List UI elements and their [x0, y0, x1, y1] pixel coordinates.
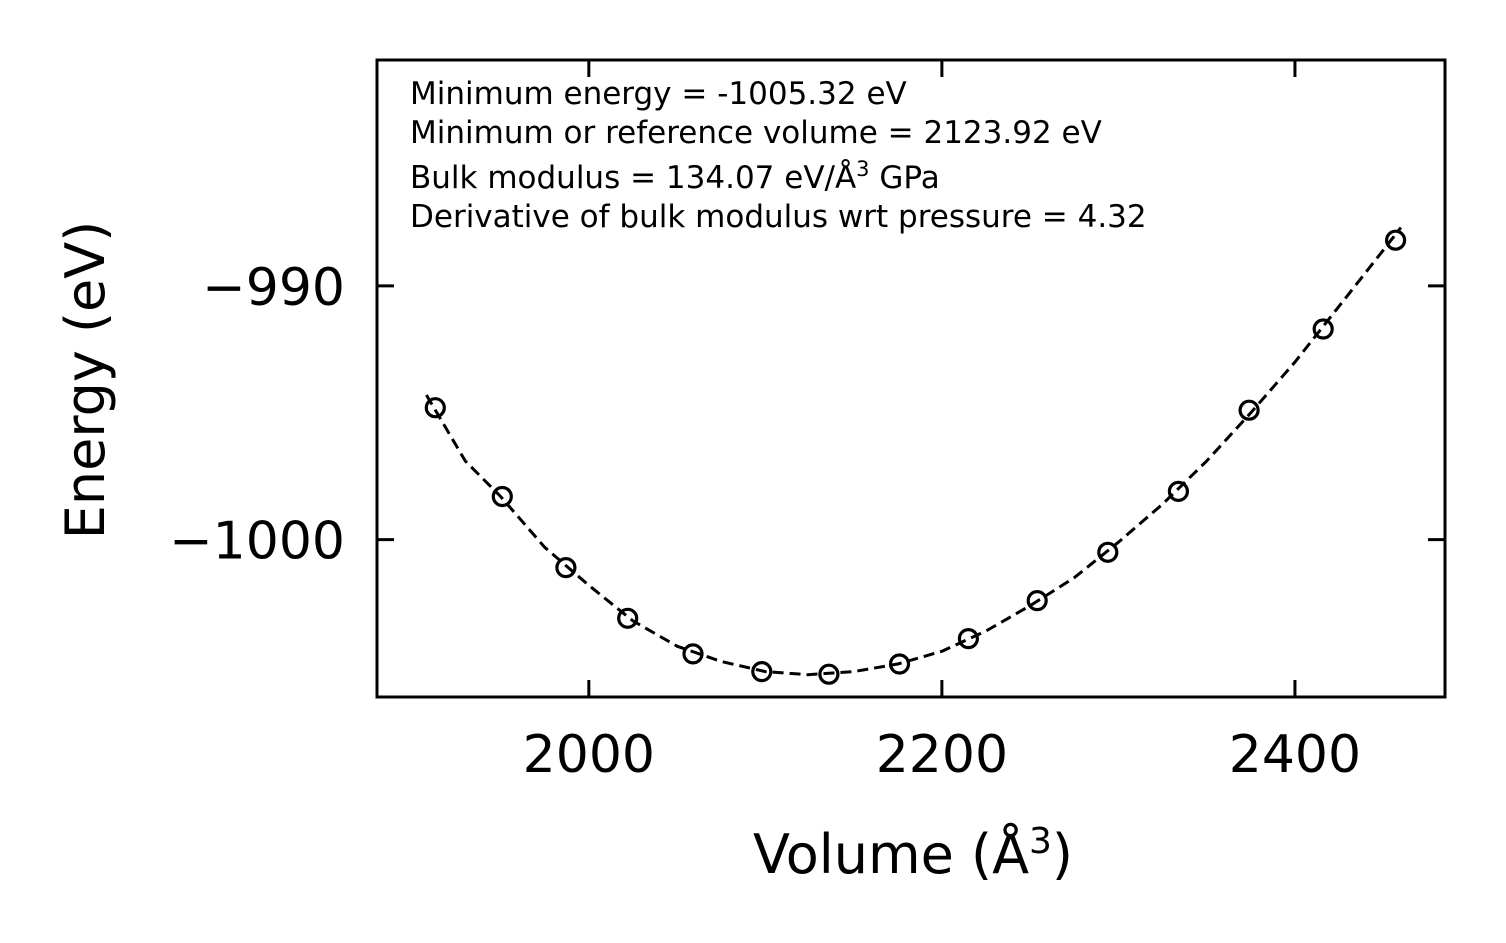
x-axis-label: Volume (Å3): [753, 821, 1073, 886]
data-point: [1167, 480, 1190, 502]
x-axis-label-close: ): [1052, 823, 1073, 886]
annotation-bulk-modulus-sup: 3: [856, 157, 869, 181]
data-point: [617, 607, 639, 629]
data-point: [1238, 399, 1260, 421]
fit-curve: [425, 226, 1403, 677]
data-point: [682, 643, 704, 665]
fit-curve-group: [425, 226, 1403, 677]
x-axis-ticks: 2000 2200 2400: [523, 60, 1361, 785]
data-point: [1026, 589, 1048, 612]
x-axis-label-main: Volume (Å: [753, 822, 1029, 886]
plot-area: [377, 60, 1445, 697]
x-tick-label: 2400: [1229, 725, 1361, 785]
data-point: [491, 485, 513, 508]
data-point: [1312, 318, 1334, 340]
data-point: [888, 653, 911, 675]
y-tick-label: −1000: [169, 512, 345, 572]
x-tick-label: 2000: [523, 725, 655, 785]
data-point: [424, 397, 446, 419]
data-point: [957, 627, 980, 650]
annotation-bulk-derivative: Derivative of bulk modulus wrt pressure …: [410, 199, 1147, 235]
plot-frame: [375, 58, 1447, 699]
x-tick-label: 2200: [876, 725, 1008, 785]
data-point: [751, 660, 773, 683]
data-point: [818, 663, 840, 685]
y-axis-label: Energy (eV): [54, 221, 117, 540]
annotation-block: Minimum energy = -1005.32 eV Minimum or …: [410, 76, 1147, 235]
data-point: [1097, 541, 1119, 563]
x-axis-label-sup: 3: [1029, 821, 1052, 862]
data-points-group: [424, 229, 1407, 685]
annotation-bulk-modulus-unit: GPa: [870, 160, 940, 196]
annotation-min-volume: Minimum or reference volume = 2123.92 eV: [410, 115, 1102, 151]
y-axis-ticks: −990 −1000: [169, 258, 1445, 572]
annotation-bulk-modulus: Bulk modulus = 134.07 eV/Å3 GPa: [410, 157, 940, 196]
data-point: [555, 556, 577, 579]
annotation-bulk-modulus-main: Bulk modulus = 134.07 eV/Å: [410, 160, 856, 196]
annotation-min-energy: Minimum energy = -1005.32 eV: [410, 76, 907, 112]
y-tick-label: −990: [202, 258, 345, 318]
data-point: [1384, 229, 1407, 251]
